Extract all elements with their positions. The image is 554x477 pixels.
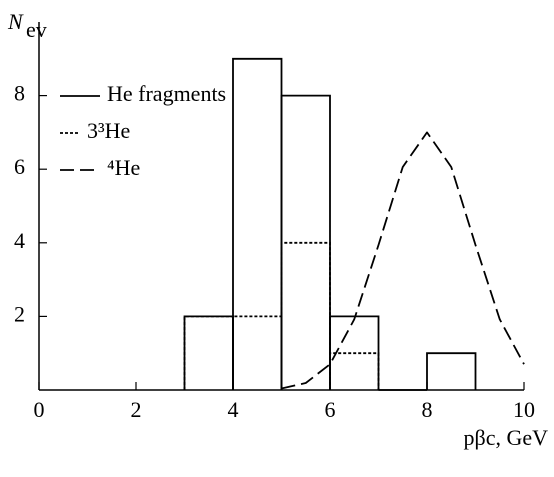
y-tick-label: 4 bbox=[14, 228, 25, 253]
x-tick-label: 10 bbox=[513, 397, 535, 422]
x-tick-label: 8 bbox=[422, 397, 433, 422]
y-axis-label: N bbox=[7, 9, 24, 34]
x-tick-label: 2 bbox=[131, 397, 142, 422]
histogram-bar bbox=[183, 315, 234, 390]
y-axis-label-sub: ev bbox=[26, 17, 47, 42]
histogram-bar bbox=[280, 241, 331, 390]
legend-label: He fragments bbox=[107, 81, 226, 106]
x-tick-label: 4 bbox=[228, 397, 239, 422]
y-tick-label: 8 bbox=[14, 81, 25, 106]
histogram-bar bbox=[329, 352, 380, 390]
y-tick-label: 6 bbox=[14, 154, 25, 179]
x-tick-label: 6 bbox=[325, 397, 336, 422]
histogram-bar bbox=[232, 57, 283, 390]
legend-label: 3³He bbox=[87, 118, 130, 143]
y-tick-label: 2 bbox=[14, 301, 25, 326]
histogram-bar bbox=[183, 315, 234, 390]
legend-label: ⁴He bbox=[107, 155, 140, 180]
histogram-bar bbox=[426, 352, 477, 390]
x-tick-label: 0 bbox=[34, 397, 45, 422]
histogram-bar bbox=[232, 315, 283, 390]
x-axis-label: pβc, GeV bbox=[464, 425, 549, 450]
curve bbox=[281, 131, 525, 390]
